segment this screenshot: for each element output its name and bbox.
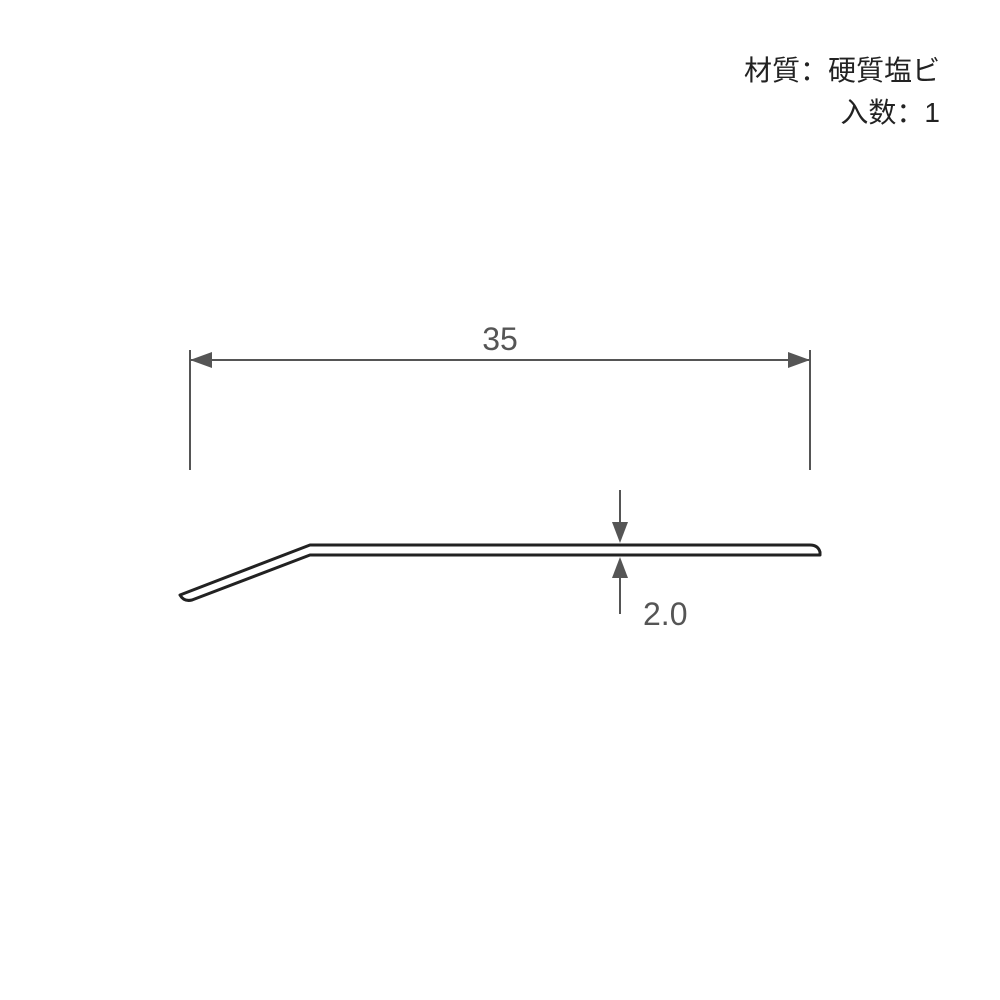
thickness-value: 2.0 (643, 596, 687, 632)
width-dimension: 35 (190, 321, 810, 470)
cross-section-diagram: 35 2.0 (150, 300, 850, 700)
material-label: 材質：硬質塩ビ (744, 50, 940, 92)
info-block: 材質：硬質塩ビ 入数：1 (744, 50, 940, 134)
quantity-label: 入数：1 (744, 92, 940, 134)
thickness-dimension: 2.0 (612, 490, 687, 632)
width-value: 35 (482, 321, 518, 357)
profile-shape (180, 545, 820, 600)
